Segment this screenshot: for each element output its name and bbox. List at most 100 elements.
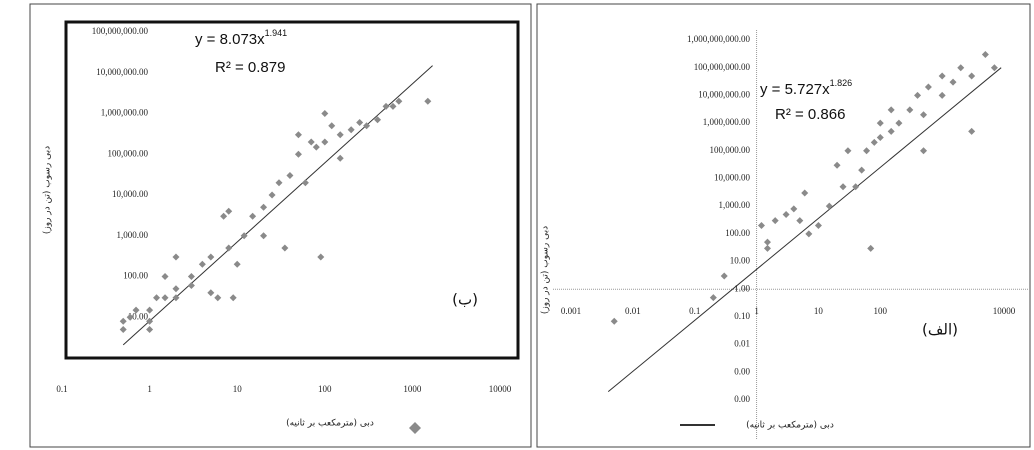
x-tick-label: 10 bbox=[233, 384, 243, 394]
y-tick-label: 10,000,000.00 bbox=[698, 89, 750, 99]
x-tick-label: 0.1 bbox=[56, 384, 67, 394]
scatter-point bbox=[805, 230, 813, 238]
scatter-point bbox=[207, 253, 215, 261]
scatter-point bbox=[957, 64, 965, 72]
scatter-point bbox=[126, 313, 134, 321]
scatter-point bbox=[132, 306, 140, 314]
scatter-point bbox=[938, 72, 946, 80]
scatter-point bbox=[336, 131, 344, 139]
scatter-point bbox=[968, 72, 976, 80]
scatter-point bbox=[814, 222, 822, 230]
scatter-point bbox=[275, 179, 283, 187]
scatter-point bbox=[395, 97, 403, 105]
scatter-point bbox=[424, 97, 432, 105]
x-tick-label: 1000 bbox=[403, 384, 422, 394]
equation: y = 8.073x1.941 bbox=[195, 28, 287, 48]
scatter-point bbox=[229, 294, 237, 302]
y-tick-label: 10.00 bbox=[730, 256, 751, 266]
scatter-point bbox=[268, 191, 276, 199]
scatter-point bbox=[214, 294, 222, 302]
y-axis-title: دبی رسوب (تن در روز) bbox=[541, 226, 551, 314]
x-tick-label: 100 bbox=[874, 306, 888, 316]
scatter-point bbox=[294, 150, 302, 158]
scatter-point bbox=[356, 119, 364, 127]
y-tick-label: 10,000.00 bbox=[714, 173, 751, 183]
y-tick-label: 1,000.00 bbox=[117, 230, 149, 240]
scatter-point bbox=[920, 147, 928, 155]
scatter-point bbox=[867, 244, 875, 252]
scatter-point bbox=[771, 217, 779, 225]
y-tick-label: 1,000,000.00 bbox=[703, 117, 751, 127]
scatter-point bbox=[225, 207, 233, 215]
scatter-point bbox=[172, 253, 180, 261]
scatter-point bbox=[172, 285, 180, 293]
y-tick-label: 100,000.00 bbox=[108, 148, 149, 158]
scatter-point bbox=[920, 111, 928, 119]
scatter-point bbox=[981, 50, 989, 58]
scatter-point bbox=[146, 306, 154, 314]
scatter-point bbox=[382, 102, 390, 110]
equation: y = 5.727x1.826 bbox=[760, 78, 852, 98]
scatter-point bbox=[294, 131, 302, 139]
scatter-point bbox=[146, 317, 154, 325]
scatter-point bbox=[968, 127, 976, 135]
equation-base: y = 8.073x bbox=[195, 31, 265, 48]
y-tick-label: 1,000,000.00 bbox=[101, 108, 149, 118]
scatter-point bbox=[763, 244, 771, 252]
scatter-point bbox=[825, 202, 833, 210]
scatter-point bbox=[286, 172, 294, 180]
x-axis-title: دبی (مترمکعب بر ثانیه) bbox=[286, 419, 374, 429]
scatter-point bbox=[363, 122, 371, 130]
x-tick-label: 1 bbox=[754, 306, 759, 316]
scatter-point bbox=[782, 210, 790, 218]
scatter-point bbox=[876, 134, 884, 142]
x-tick-label: 10000 bbox=[993, 306, 1016, 316]
scatter-point bbox=[914, 91, 922, 99]
y-tick-label: 0.00 bbox=[734, 394, 750, 404]
equation-exponent: 1.826 bbox=[830, 78, 853, 88]
equation-exponent: 1.941 bbox=[265, 28, 288, 38]
equation-base: y = 5.727x bbox=[760, 81, 830, 98]
scatter-point bbox=[321, 110, 329, 117]
scatter-point bbox=[796, 217, 804, 225]
y-tick-label: 100,000,000.00 bbox=[694, 62, 751, 72]
scatter-point bbox=[146, 326, 154, 334]
scatter-point bbox=[374, 116, 382, 124]
y-tick-label: 10,000,000.00 bbox=[96, 67, 148, 77]
scatter-point bbox=[220, 212, 228, 220]
panel-label: (الف) bbox=[922, 321, 958, 339]
scatter-point bbox=[119, 326, 127, 334]
y-tick-label: 1,000,000,000.00 bbox=[687, 34, 751, 44]
y-tick-label: 0.00 bbox=[734, 366, 750, 376]
scatter-point bbox=[924, 83, 932, 91]
trendline bbox=[607, 67, 1002, 393]
scatter-point bbox=[301, 179, 309, 187]
scatter-point bbox=[844, 147, 852, 155]
x-tick-label: 0.001 bbox=[561, 306, 581, 316]
y-tick-label: 0.10 bbox=[734, 311, 750, 321]
y-tick-label: 10.00 bbox=[128, 311, 149, 321]
x-tick-label: 0.01 bbox=[625, 306, 641, 316]
scatter-point bbox=[187, 282, 195, 290]
x-axis-title: دبی (مترمکعب بر ثانیه) bbox=[746, 421, 834, 431]
scatter-point bbox=[610, 317, 618, 325]
y-tick-label: 100.00 bbox=[123, 271, 148, 281]
scatter-point bbox=[906, 106, 914, 114]
scatter-point bbox=[990, 64, 998, 72]
scatter-point bbox=[839, 183, 847, 191]
scatter-point bbox=[887, 106, 895, 114]
scatter-point bbox=[876, 119, 884, 127]
x-tick-label: 1 bbox=[147, 384, 152, 394]
scatter-point bbox=[895, 119, 903, 127]
y-tick-label: 1.00 bbox=[734, 283, 750, 293]
x-tick-label: 10000 bbox=[489, 384, 512, 394]
y-tick-label: 100,000.00 bbox=[710, 145, 751, 155]
plot-frame bbox=[64, 20, 520, 360]
scatter-point bbox=[172, 294, 180, 302]
scatter-point bbox=[233, 260, 241, 268]
r-squared: R² = 0.866 bbox=[775, 106, 845, 123]
scatter-point bbox=[281, 244, 289, 252]
y-tick-label: 100,000,000.00 bbox=[92, 26, 149, 36]
scatter-point bbox=[317, 253, 325, 261]
scatter-point bbox=[260, 203, 268, 211]
